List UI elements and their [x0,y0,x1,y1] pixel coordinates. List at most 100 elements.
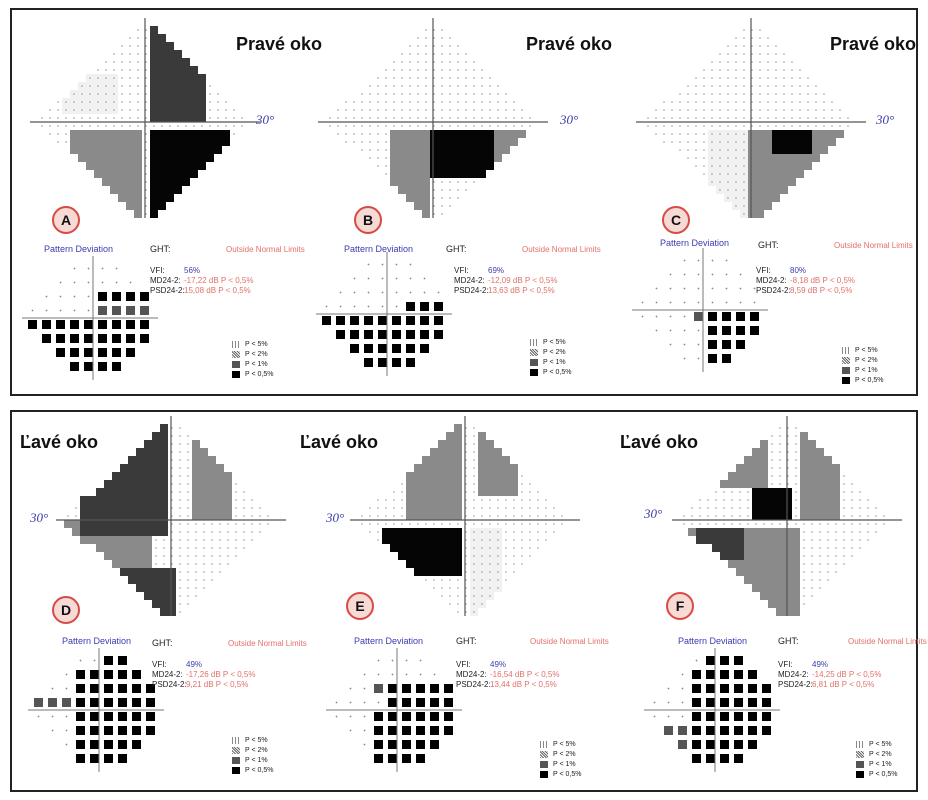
field-cell [776,496,784,504]
field-cell [128,568,136,576]
field-dot [811,539,813,541]
field-cell [502,456,510,464]
field-dot [743,101,745,103]
field-cell [158,194,166,202]
pd-symbol-normal [93,659,96,662]
field-cell [382,528,390,536]
pd-symbol-p05 [112,334,121,343]
field-cell [406,512,414,520]
field-dot [727,45,729,47]
field-dot [129,53,131,55]
field-cell [174,138,182,146]
field-cell [224,496,232,504]
field-dot [513,531,515,533]
field-cell [190,146,198,154]
field-cell [150,74,158,82]
field-dot [219,547,221,549]
field-cell [120,528,128,536]
field-cell [94,170,102,178]
field-dot [155,555,157,557]
field-dot [735,157,737,159]
field-cell [422,210,430,218]
field-dot [875,507,877,509]
field-dot [65,125,67,127]
field-cell [800,432,808,440]
pd-symbol-p05 [132,726,141,735]
field-dot [687,125,689,127]
pattern-deviation-title: Pattern Deviation [678,636,748,646]
field-cell [764,178,772,186]
field-dot [751,93,753,95]
field-cell [478,130,486,138]
field-cell [150,154,158,162]
field-dot [731,499,733,501]
pd-symbol-normal [349,729,352,732]
pd-symbol-p05 [84,362,93,371]
pd-symbol-p05 [416,684,425,693]
field-dot [251,531,253,533]
field-dot [715,515,717,517]
field-dot [105,125,107,127]
field-dot [489,563,491,565]
field-dot [449,587,451,589]
field-cell [78,138,86,146]
field-cell [190,130,198,138]
field-dot [759,53,761,55]
field-cell [118,130,126,138]
field-dot [377,109,379,111]
pd-symbol-normal [395,305,398,308]
field-dot [113,53,115,55]
field-cell [198,98,206,106]
field-cell [168,592,176,600]
field-cell [158,74,166,82]
field-cell [144,528,152,536]
field-cell [422,202,430,210]
field-dot [703,85,705,87]
field-cell [150,138,158,146]
field-dot [851,531,853,533]
field-dot [703,157,705,159]
field-cell [414,512,422,520]
field-dot [711,77,713,79]
field-dot [465,539,467,541]
field-dot [465,491,467,493]
field-cell [712,528,720,536]
field-cell [486,448,494,456]
field-cell [88,504,96,512]
field-dot [481,117,483,119]
field-cell [776,512,784,520]
pattern-deviation-title: Pattern Deviation [44,244,114,254]
field-dot [711,85,713,87]
field-dot [473,611,475,613]
pd-symbol-p05 [388,726,397,735]
pd-symbol-p05 [56,320,65,329]
field-dot [791,125,793,127]
field-dot [449,93,451,95]
pd-symbol-normal [669,287,672,290]
field-dot [209,125,211,127]
field-cell [80,528,88,536]
p05-symbol [856,770,864,778]
field-dot [209,117,211,119]
field-dot [129,101,131,103]
field-dot [187,603,189,605]
field-dot [195,539,197,541]
field-dot [545,523,547,525]
field-dot [251,499,253,501]
eye-title: Pravé oko [236,34,323,54]
field-cell [174,154,182,162]
field-dot [433,579,435,581]
field-cell [102,154,110,162]
field-cell [438,496,446,504]
field-dot [401,61,403,63]
pd-symbol-normal [349,701,352,704]
field-cell [422,162,430,170]
field-dot [867,531,869,533]
field-cell [128,480,136,488]
field-cell [454,536,462,544]
pd-symbol-p05 [76,684,85,693]
eye-title: Ľavé oko [300,432,379,452]
field-dot [401,491,403,493]
field-dot [433,101,435,103]
field-dot [847,125,849,127]
